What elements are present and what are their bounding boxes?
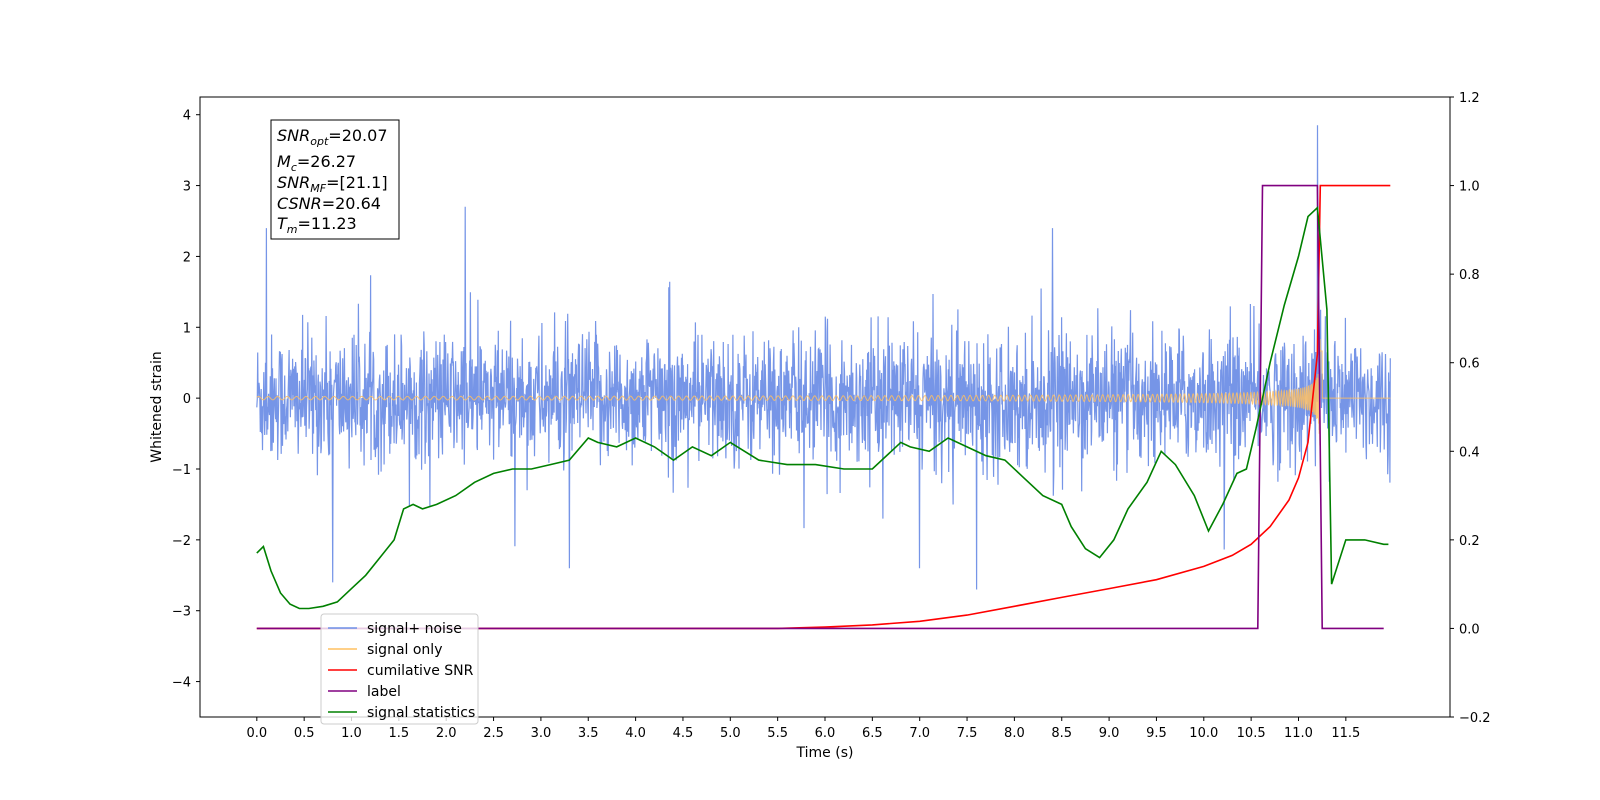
legend-frame (320, 613, 479, 725)
y-tick-label: −2 (172, 534, 191, 549)
y2-tick-label: 0.6 (1459, 357, 1480, 372)
x-tick-label: 9.5 (1146, 726, 1167, 741)
y2-tick-label: 0.2 (1459, 534, 1480, 549)
y2-tick-label: 0.8 (1459, 268, 1480, 283)
x-tick-label: 4.5 (673, 726, 694, 741)
x-tick-label: 8.0 (1004, 726, 1025, 741)
y-tick-label: 3 (183, 180, 191, 195)
x-axis-label: Time (s) (796, 745, 854, 761)
x-tick-label: 1.0 (341, 726, 362, 741)
y-axis-right: 1.2 1.0 0.8 0.6 0.4 0.2 0.0 −0.2 (1450, 91, 1491, 726)
series-line-label (256, 184, 1384, 630)
y-tick-label: 1 (183, 321, 191, 336)
x-tick-label: 11.0 (1284, 726, 1313, 741)
x-tick-label: 11.5 (1331, 726, 1360, 741)
y2-tick-label: 1.2 (1459, 91, 1480, 106)
info-box: SNRopt=20.07 Mc=26.27 SNRMF=[21.1] CSNR=… (270, 119, 400, 240)
info-box-frame (270, 119, 400, 240)
legend-label: signal+ noise (367, 621, 462, 637)
x-tick-label: 10.0 (1189, 726, 1218, 741)
x-tick-label: 2.5 (483, 726, 504, 741)
y-axis-label: Whitened strain (149, 351, 165, 462)
legend-label: cumilative SNR (367, 663, 474, 679)
x-tick-label: 9.0 (1099, 726, 1120, 741)
legend-label: signal statistics (367, 705, 475, 721)
x-tick-label: 7.0 (909, 726, 930, 741)
y2-tick-label: 0.4 (1459, 445, 1480, 460)
x-tick-label: 6.5 (862, 726, 883, 741)
x-tick-label: 3.5 (578, 726, 599, 741)
info-csnr: CSNR=20.64 (277, 194, 381, 213)
y-tick-label: −1 (172, 463, 191, 478)
y-axis-left: 4 3 2 1 0 −1 −2 −3 −4 (172, 109, 200, 691)
y-tick-label: 2 (183, 250, 191, 265)
y-tick-label: 4 (183, 109, 191, 124)
info-tm: Tm=11.23 (277, 214, 357, 236)
series-line-signal-only (256, 339, 1391, 446)
y-tick-label: −3 (172, 605, 191, 620)
x-tick-label: 8.5 (1051, 726, 1072, 741)
x-tick-label: 7.5 (957, 726, 978, 741)
x-tick-label: 3.0 (531, 726, 552, 741)
info-snr-opt: SNRopt=20.07 (277, 126, 388, 148)
x-tick-label: 6.0 (815, 726, 836, 741)
y-tick-label: 0 (183, 392, 191, 407)
x-tick-label: 5.0 (720, 726, 741, 741)
x-tick-label: 2.0 (436, 726, 457, 741)
series-line-signal-statistics (256, 205, 1389, 610)
x-tick-label: 0.5 (294, 726, 315, 741)
series-line-signal-noise (256, 125, 1391, 590)
info-snr-mf: SNRMF=[21.1] (277, 173, 388, 195)
x-tick-label: 10.5 (1237, 726, 1266, 741)
x-tick-label: 1.5 (389, 726, 410, 741)
x-tick-label: 0.0 (246, 726, 267, 741)
x-axis: 0.0 0.5 1.0 1.5 2.0 2.5 3.0 3.5 4.0 4.5 5.0 5.5 6.0 6… (246, 717, 1360, 741)
plot-content (256, 125, 1391, 630)
y2-tick-label: −0.2 (1459, 711, 1491, 726)
y2-tick-label: 1.0 (1459, 180, 1480, 195)
legend-label: label (367, 684, 401, 700)
series-line-cumulative-snr (256, 184, 1391, 630)
legend-label: signal only (367, 642, 442, 658)
legend: signal+ noise signal only cumilative SNR la… (320, 613, 479, 725)
x-tick-label: 4.0 (625, 726, 646, 741)
y-tick-label: −4 (172, 676, 191, 691)
x-tick-label: 5.5 (767, 726, 788, 741)
y2-tick-label: 0.0 (1459, 622, 1480, 637)
info-mc: Mc=26.27 (277, 152, 356, 174)
